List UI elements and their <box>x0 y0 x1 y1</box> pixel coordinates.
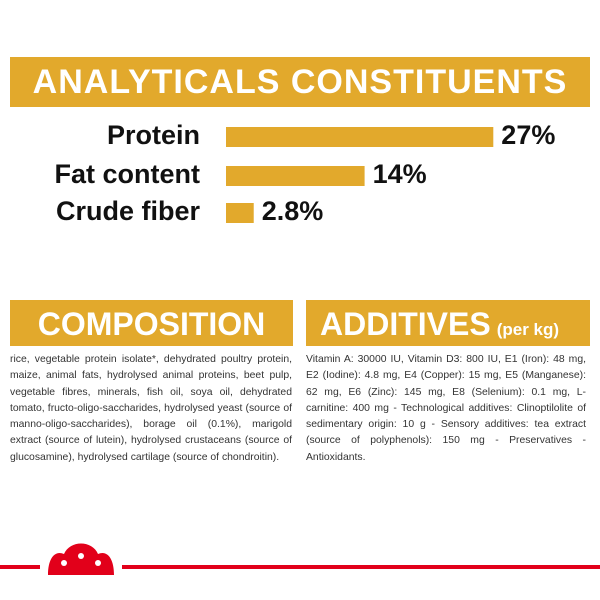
crown-dot <box>78 553 84 559</box>
composition-text: rice, vegetable protein isolate*, dehydr… <box>10 354 292 463</box>
header-subtitle: (per kg) <box>496 320 560 339</box>
category-label: Fat content <box>55 159 201 189</box>
category-label: Protein <box>107 120 200 150</box>
crown-dot <box>95 560 101 566</box>
bar <box>226 166 365 186</box>
crown-dot <box>61 560 67 566</box>
value-label: 14% <box>373 159 427 189</box>
bar <box>226 127 494 147</box>
section-header: COMPOSITION <box>10 300 293 346</box>
section-header: ADDITIVES (per kg) <box>306 300 590 346</box>
crown <box>48 543 114 575</box>
section-header: ANALYTICALS CONSTITUENTS <box>10 57 590 107</box>
value-label: 2.8% <box>262 196 324 226</box>
footer-logo <box>0 543 600 575</box>
value-label: 27% <box>501 120 555 150</box>
additives-text: Vitamin A: 30000 IU, Vitamin D3: 800 IU,… <box>306 354 586 463</box>
analyticals-chart: Protein 27% Fat content 14% Crude fiber 2.8% <box>55 120 556 226</box>
category-label: Crude fiber <box>56 196 201 226</box>
header-title: ADDITIVES <box>320 306 491 342</box>
bar <box>226 203 254 223</box>
